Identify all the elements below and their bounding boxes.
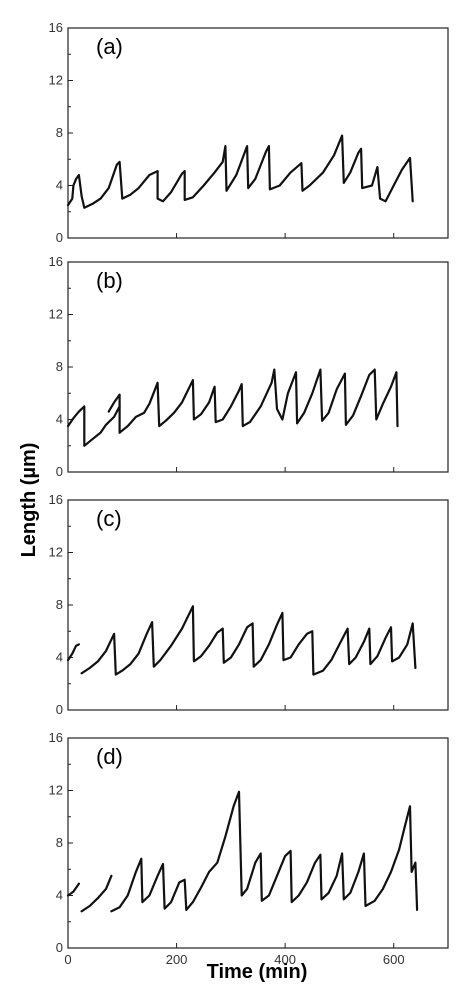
series-line-segment: [66, 134, 414, 209]
y-axis-title: Length (µm): [18, 443, 40, 558]
y-tick-label: 4: [56, 650, 63, 665]
series-line-segment: [107, 393, 121, 434]
series-line-segment: [80, 874, 113, 913]
panel-2: 0 4 8 12 16 (b): [49, 254, 449, 479]
x-tick-label: 400: [274, 952, 296, 967]
series-line-segment: [66, 643, 80, 662]
x-tick-label: 600: [383, 952, 405, 967]
plot-frame: [67, 737, 449, 949]
panel-label: (b): [96, 268, 123, 293]
y-tick-label: 8: [56, 125, 63, 140]
y-tick-label: 16: [49, 730, 63, 745]
panel-3: 0 4 8 12 16 (c): [49, 492, 449, 717]
y-tick-label: 4: [56, 178, 63, 193]
x-tick-label: 200: [166, 952, 188, 967]
plot-frame: [67, 261, 449, 473]
x-tick-label: 0: [64, 952, 71, 967]
y-tick-label: 8: [56, 359, 63, 374]
panels-group: 0 4 8 12 16 (a) 0 4 8 12 16 (b) 0 4 8 12 16 (c) 0 4 8 12 16 0 20…: [49, 20, 449, 967]
y-tick-label: 0: [56, 940, 63, 955]
y-tick-label: 12: [49, 73, 63, 88]
y-tick-label: 16: [49, 492, 63, 507]
series-line-segment: [66, 882, 80, 897]
y-tick-label: 0: [56, 230, 63, 245]
y-tick-label: 4: [56, 888, 63, 903]
y-tick-label: 0: [56, 464, 63, 479]
y-tick-label: 12: [49, 307, 63, 322]
plot-frame: [67, 499, 449, 711]
y-tick-label: 16: [49, 20, 63, 35]
y-tick-label: 16: [49, 254, 63, 269]
series-line-segment: [118, 368, 399, 434]
y-tick-label: 8: [56, 597, 63, 612]
series-line-segment: [66, 405, 121, 447]
y-tick-label: 4: [56, 412, 63, 427]
y-tick-label: 0: [56, 702, 63, 717]
series-line-segment: [110, 790, 419, 913]
x-axis-title: Time (min): [207, 961, 308, 983]
panel-1: 0 4 8 12 16 (a): [49, 20, 449, 245]
panel-4: 0 4 8 12 16 0 200 400 600 (d): [49, 730, 449, 967]
y-tick-label: 8: [56, 835, 63, 850]
series-line-segment: [80, 605, 417, 676]
plot-frame: [67, 27, 449, 239]
panel-label: (d): [96, 744, 123, 769]
y-tick-label: 12: [49, 783, 63, 798]
panel-label: (c): [96, 506, 122, 531]
panel-label: (a): [96, 34, 123, 59]
y-tick-label: 12: [49, 545, 63, 560]
